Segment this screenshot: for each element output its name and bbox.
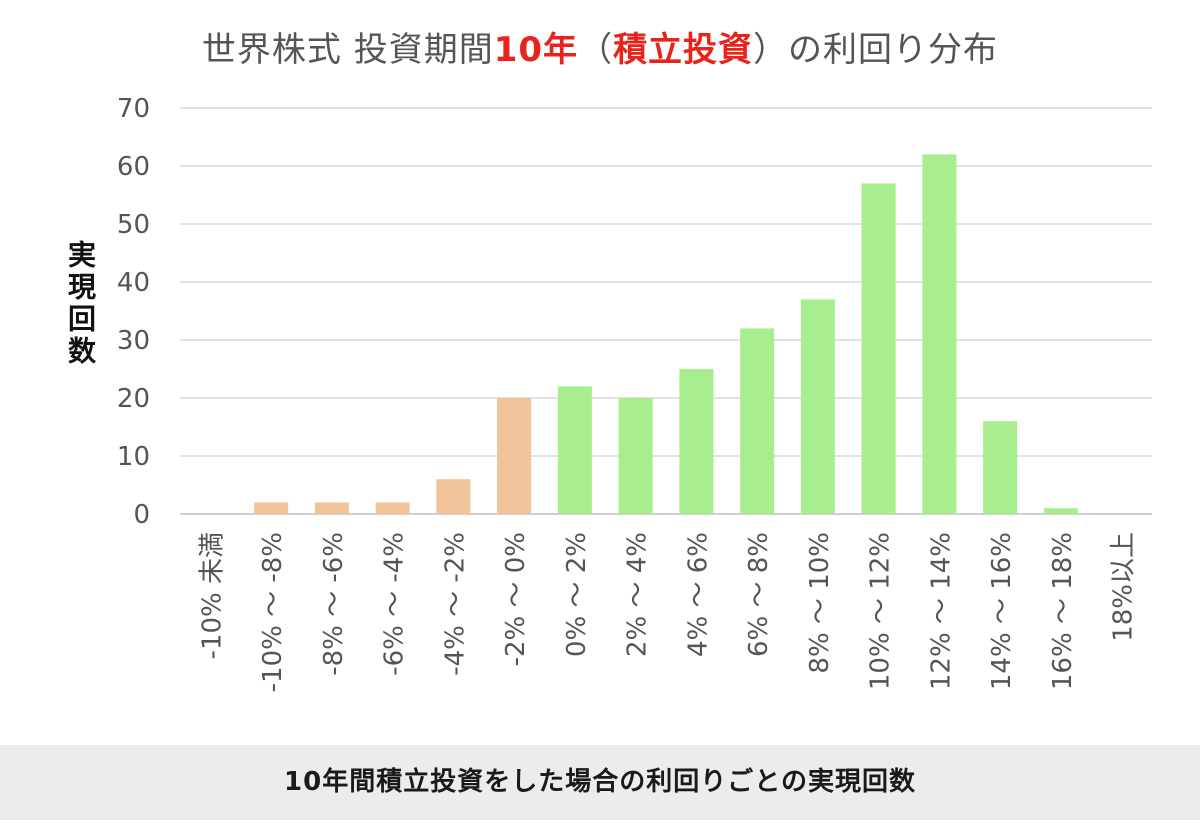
x-tick-label: -8% ～ -6%	[319, 532, 349, 676]
bar	[983, 421, 1018, 514]
x-tick-label: 10% ～ 12%	[866, 532, 896, 690]
x-tick-label: -2% ～ 0%	[501, 532, 531, 666]
y-tick-label: 20	[117, 384, 150, 414]
chart-title-suffix: ）の利回り分布	[753, 30, 999, 70]
bar	[436, 479, 471, 514]
bar	[254, 502, 289, 514]
y-tick-label: 40	[117, 268, 150, 298]
chart-title-prefix: 世界株式 投資期間	[201, 30, 494, 70]
chart-title-period: 10年	[493, 30, 579, 70]
x-tick-label: 16% ～ 18%	[1048, 532, 1078, 690]
bar	[861, 183, 896, 514]
x-tick-label: 18%以上	[1109, 532, 1139, 642]
bar	[679, 369, 714, 514]
y-axis-label: 実現回数	[64, 240, 97, 368]
bars	[254, 154, 1078, 514]
caption-text: 10年間積立投資をした場合の利回りごとの実現回数	[284, 767, 916, 797]
caption-bar: 10年間積立投資をした場合の利回りごとの実現回数	[0, 745, 1200, 820]
x-tick-label: 8% ～ 10%	[805, 532, 835, 674]
x-tick-label: 12% ～ 14%	[926, 532, 956, 690]
x-axis-ticks: -10% 未満 -10% ～ -8% -8% ～ -6% -6% ～ -4% -4% ～…	[197, 532, 1138, 692]
y-tick-label: 0	[133, 500, 150, 530]
chart-title: 世界株式 投資期間10年（積立投資）の利回り分布	[0, 22, 1200, 71]
x-tick-label: -6% ～ -4%	[380, 532, 410, 676]
bar	[618, 398, 653, 514]
x-tick-label: -10% 未満	[197, 532, 227, 659]
chart-title-open-paren: （	[578, 30, 614, 70]
y-axis-ticks: 0 10 20 30 40 50 60 70	[117, 94, 150, 530]
bar	[922, 154, 957, 514]
bar	[497, 398, 532, 514]
bar	[740, 328, 775, 514]
x-tick-label: -10% ～ -8%	[258, 532, 288, 692]
bar	[800, 299, 835, 514]
x-tick-label: -4% ～ -2%	[440, 532, 470, 676]
y-tick-label: 10	[117, 442, 150, 472]
bar	[375, 502, 410, 514]
y-tick-label: 60	[117, 152, 150, 182]
y-tick-label: 50	[117, 210, 150, 240]
y-tick-label: 30	[117, 326, 150, 356]
chart-title-method: 積立投資	[613, 30, 754, 70]
bar	[314, 502, 349, 514]
x-tick-label: 0% ～ 2%	[562, 532, 592, 657]
x-tick-label: 2% ～ 4%	[623, 532, 653, 657]
x-tick-label: 4% ～ 6%	[683, 532, 713, 657]
bar	[1043, 508, 1078, 514]
bar-chart: 0 10 20 30 40 50 60 70 -10% 未満 -10% ～ -8% -8% ～ -…	[117, 94, 1152, 692]
x-tick-label: 14% ～ 16%	[987, 532, 1017, 690]
x-tick-label: 6% ～ 8%	[744, 532, 774, 657]
y-tick-label: 70	[117, 94, 150, 124]
bar	[557, 386, 592, 514]
